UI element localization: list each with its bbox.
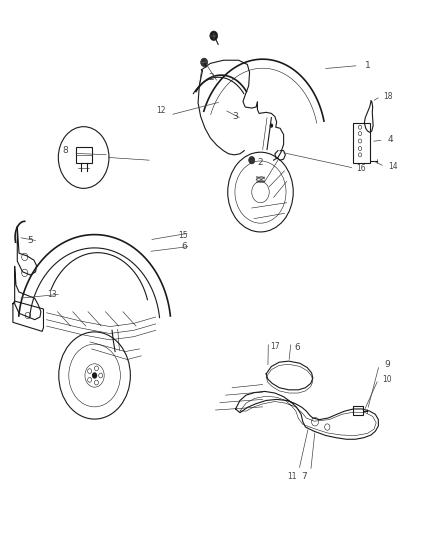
Circle shape (92, 372, 97, 378)
Circle shape (210, 31, 218, 41)
Text: 4: 4 (387, 135, 393, 144)
Text: 2: 2 (209, 72, 214, 82)
Text: 2: 2 (258, 158, 263, 167)
Text: 6: 6 (181, 242, 187, 251)
Text: 16: 16 (356, 164, 366, 173)
Text: 6: 6 (295, 343, 300, 352)
Circle shape (201, 58, 208, 67)
Text: 9: 9 (384, 360, 390, 369)
Text: 1: 1 (364, 61, 370, 70)
Circle shape (95, 380, 99, 385)
Circle shape (95, 366, 99, 371)
Text: 13: 13 (47, 289, 57, 298)
Text: 3: 3 (232, 111, 238, 120)
Circle shape (249, 157, 255, 164)
Text: 14: 14 (388, 162, 398, 171)
Circle shape (99, 373, 102, 378)
Text: 8: 8 (63, 146, 68, 155)
Text: 18: 18 (384, 92, 393, 101)
Text: 17: 17 (270, 342, 280, 351)
Text: 12: 12 (157, 106, 166, 115)
Text: 7: 7 (301, 472, 307, 481)
Circle shape (88, 369, 92, 374)
Text: 5: 5 (28, 237, 33, 246)
Text: 11: 11 (288, 472, 297, 481)
Text: 10: 10 (382, 375, 392, 384)
Text: 15: 15 (178, 231, 188, 240)
Circle shape (270, 124, 273, 128)
Circle shape (88, 377, 92, 382)
